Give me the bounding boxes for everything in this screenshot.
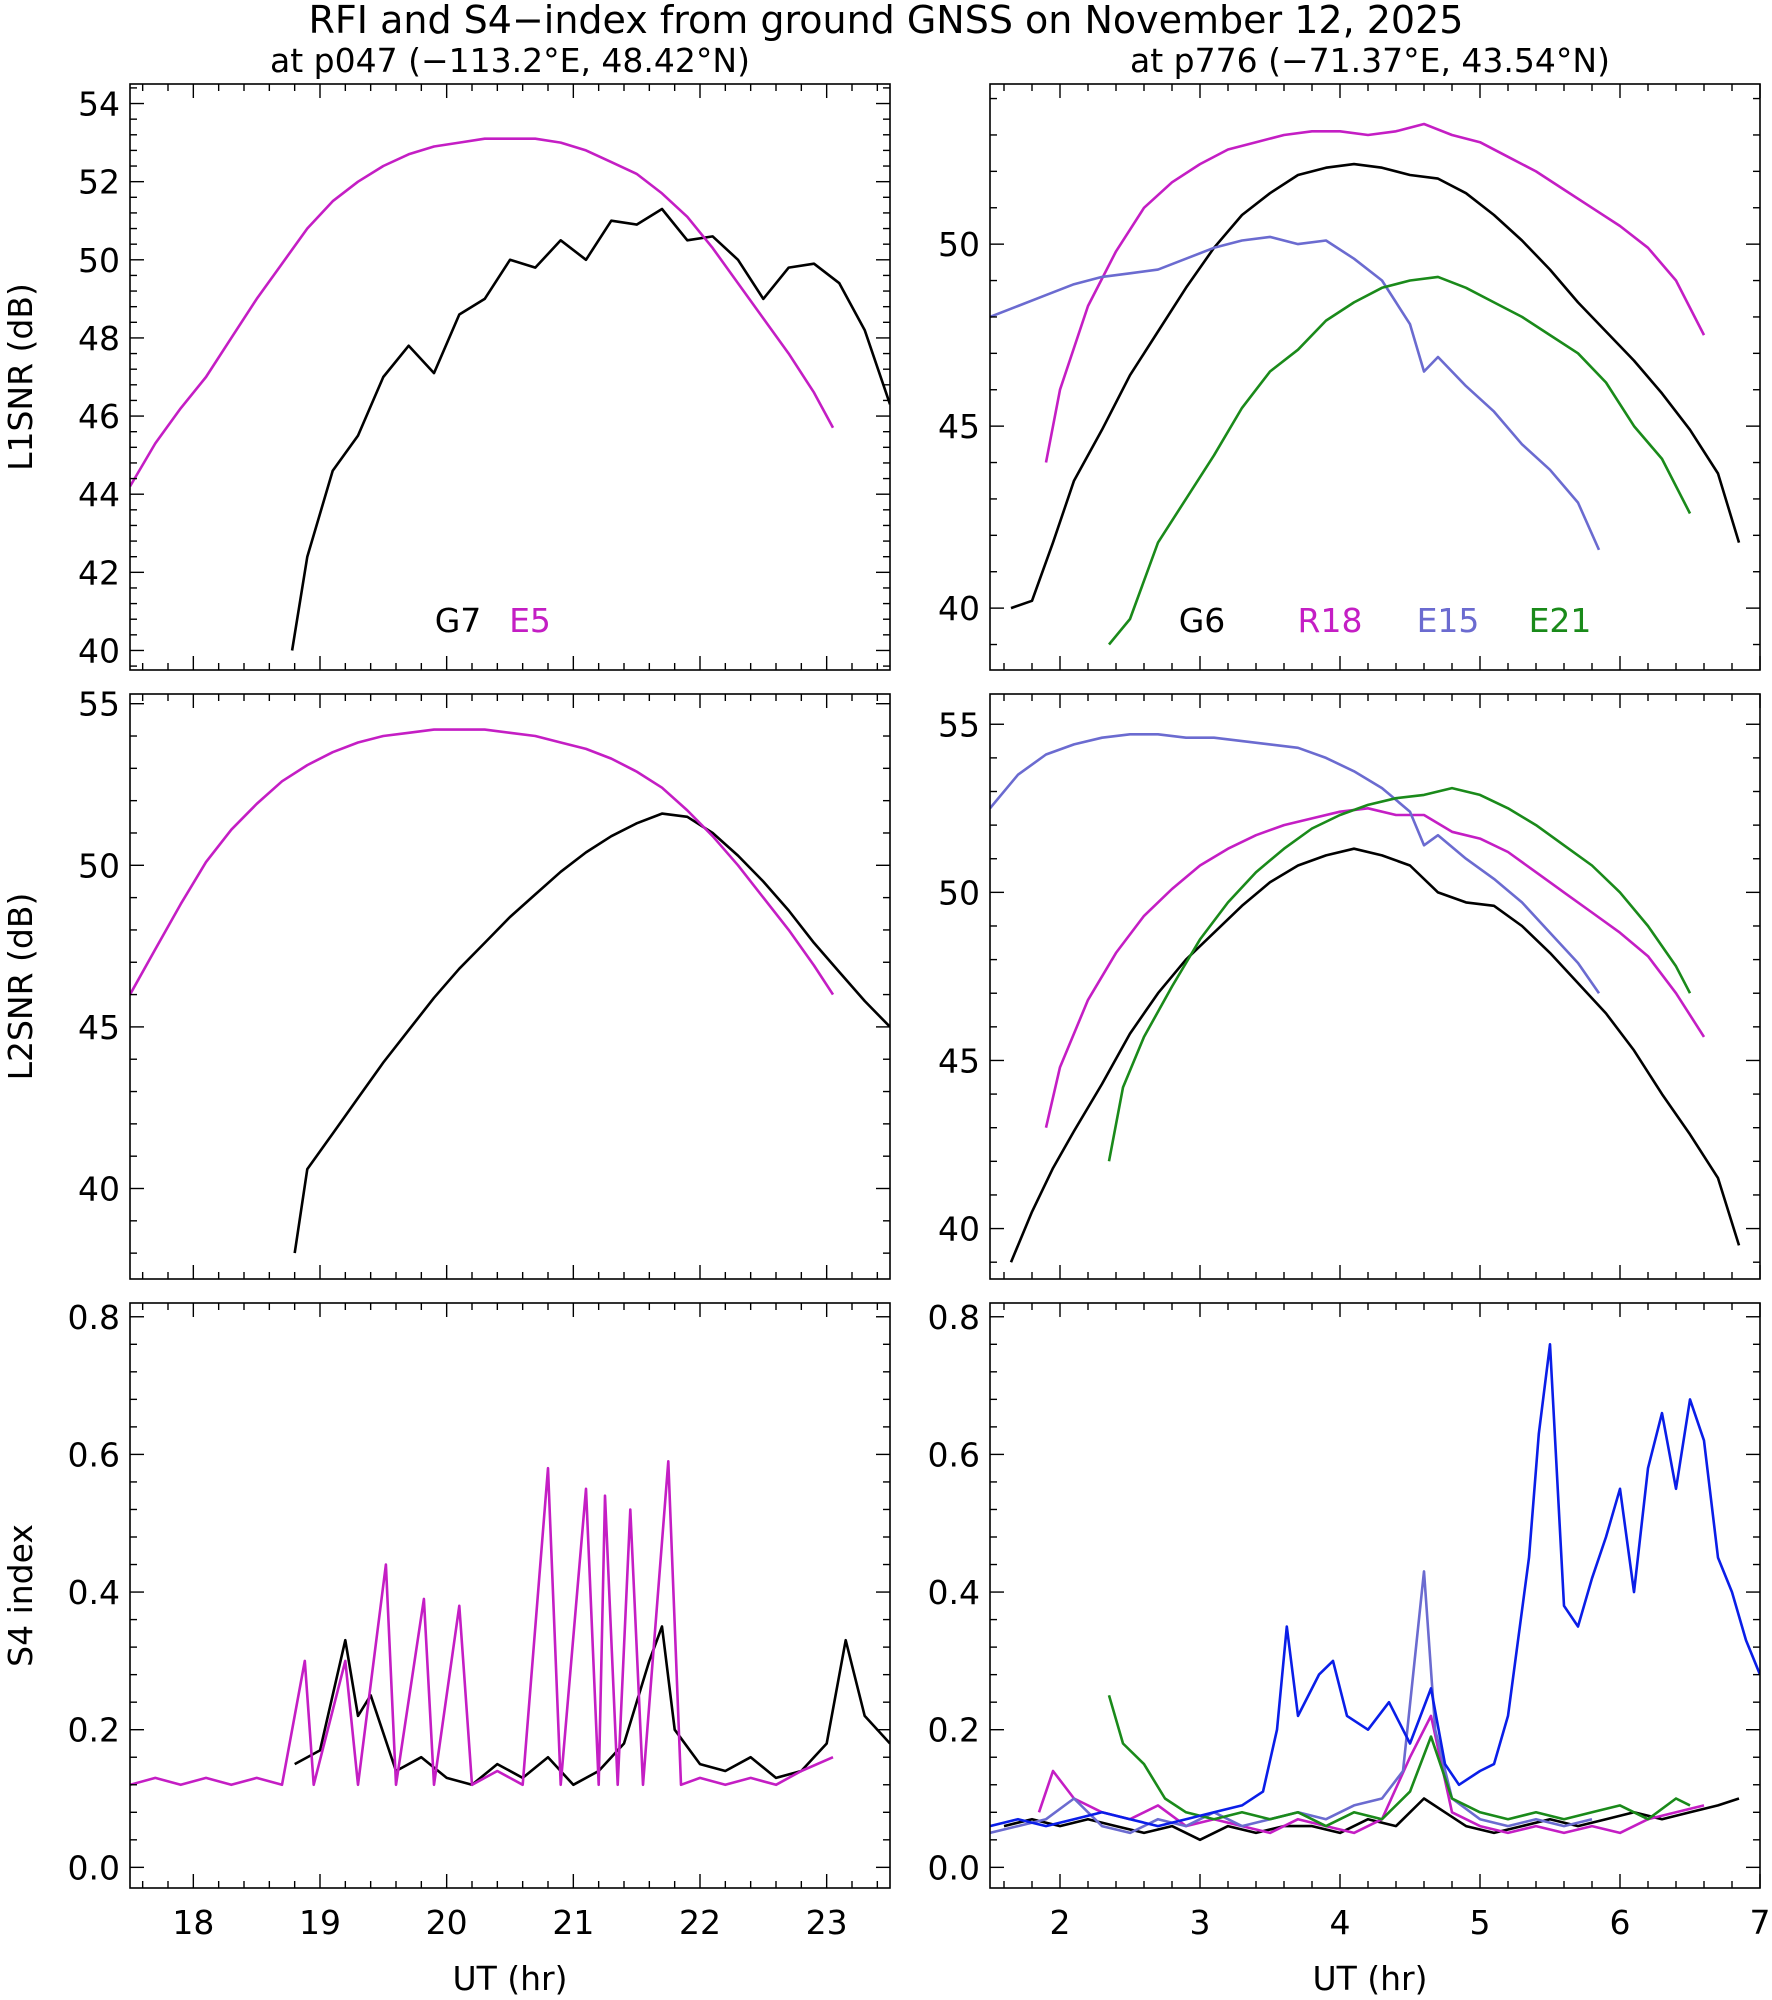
right-l2-series-r18-line bbox=[1044, 806, 1706, 1128]
left-x-axis-title: UT (hr) bbox=[452, 1959, 567, 1998]
right-l1-series-e21-line bbox=[1107, 275, 1692, 646]
right-l1-y-tick-label: 50 bbox=[938, 225, 980, 264]
left-l2-panel: 40 45 50 55 L2SNR (dB) bbox=[1, 685, 891, 1280]
left-s4-y-tick-label: 0.0 bbox=[68, 1848, 120, 1887]
right-s4-y-tick-label: 0.8 bbox=[928, 1298, 980, 1337]
left-l2-y-axis-title: L2SNR (dB) bbox=[1, 893, 40, 1081]
left-s4-x-tick-label: 23 bbox=[806, 1903, 848, 1942]
chart-title: RFI and S4−index from ground GNSS on Nov… bbox=[309, 0, 1464, 42]
left-l2-plot-frame bbox=[129, 693, 891, 1280]
left-l1-series-e5-line bbox=[130, 137, 835, 488]
left-s4-series-e5-line bbox=[130, 1460, 834, 1787]
right-s4-series-e21-line bbox=[1107, 1694, 1691, 1828]
left-s4-y-tick-label: 0.2 bbox=[68, 1711, 120, 1750]
left-l1-y-tick-label: 44 bbox=[78, 475, 120, 514]
right-l1-y-tick-label: 40 bbox=[938, 589, 980, 628]
left-l1-legend-g7: G7 bbox=[435, 601, 482, 640]
right-s4-panel: 2 3 4 5 6 7 0.0 0.2 0.4 0.6 0.8 bbox=[928, 1298, 1771, 1942]
left-s4-x-tick-label: 18 bbox=[172, 1903, 214, 1942]
left-s4-x-tick-label: 22 bbox=[679, 1903, 721, 1942]
right-l2-y-tick-label: 55 bbox=[938, 705, 980, 744]
left-subtitle: at p047 (−113.2°E, 48.42°N) bbox=[270, 41, 750, 80]
right-s4-series-unlabeled-line bbox=[990, 1343, 1760, 1828]
right-l1-legend-e21: E21 bbox=[1529, 601, 1592, 640]
right-l2-y-tick-label: 45 bbox=[938, 1041, 980, 1080]
right-subtitle: at p776 (−71.37°E, 43.54°N) bbox=[1130, 41, 1610, 80]
left-s4-y-tick-label: 0.6 bbox=[68, 1435, 120, 1474]
right-s4-x-tick-label: 5 bbox=[1470, 1903, 1491, 1942]
right-l1-plot-frame bbox=[989, 83, 1761, 671]
right-l1-series-e15-line bbox=[990, 235, 1601, 551]
right-s4-x-tick-label: 3 bbox=[1190, 1903, 1211, 1942]
right-l2-plot-frame bbox=[989, 693, 1761, 1280]
left-l1-panel: 40 42 44 46 48 50 52 54 L1SNR (dB) G7 E5 bbox=[1, 83, 891, 671]
left-l2-y-tick-label: 55 bbox=[78, 685, 120, 724]
left-l2-series-e5-line bbox=[130, 728, 835, 996]
right-s4-x-tick-label: 7 bbox=[1750, 1903, 1771, 1942]
right-l2-series-e15-line bbox=[990, 732, 1601, 994]
right-s4-x-tick-label: 2 bbox=[1050, 1903, 1071, 1942]
left-s4-panel: 18 19 20 21 22 23 0.0 0.2 0.4 0.6 0.8 S4 index bbox=[1, 1298, 891, 1942]
right-l1-series-g6-line bbox=[1010, 162, 1741, 610]
right-l1-legend-e15: E15 bbox=[1417, 601, 1480, 640]
right-s4-y-tick-label: 0.2 bbox=[928, 1711, 980, 1750]
left-s4-x-tick-label: 19 bbox=[299, 1903, 341, 1942]
left-s4-y-tick-label: 0.4 bbox=[68, 1573, 120, 1612]
right-l1-series-r18-line bbox=[1044, 122, 1706, 463]
left-l2-series-g7-line bbox=[293, 812, 890, 1254]
right-l1-y-tick-label: 45 bbox=[938, 407, 980, 446]
right-l2-panel: 40 45 50 55 bbox=[938, 693, 1761, 1280]
right-s4-y-tick-label: 0.0 bbox=[928, 1848, 980, 1887]
left-l2-y-tick-label: 50 bbox=[78, 846, 120, 885]
left-l1-series-g7-line bbox=[290, 207, 890, 651]
right-l2-series-e21-line bbox=[1107, 786, 1692, 1162]
left-l1-y-tick-label: 46 bbox=[78, 397, 120, 436]
right-s4-plot-frame bbox=[989, 1302, 1761, 1889]
left-l2-y-tick-label: 40 bbox=[78, 1170, 120, 1209]
right-s4-series-e15-line bbox=[990, 1570, 1593, 1835]
right-l1-legend-g6: G6 bbox=[1179, 601, 1226, 640]
left-s4-plot-frame bbox=[129, 1302, 891, 1889]
left-l1-y-tick-label: 50 bbox=[78, 241, 120, 280]
left-s4-x-tick-label: 20 bbox=[426, 1903, 468, 1942]
right-l1-legend-r18: R18 bbox=[1298, 601, 1363, 640]
left-s4-y-tick-label: 0.8 bbox=[68, 1298, 120, 1337]
left-l1-y-axis-title: L1SNR (dB) bbox=[1, 283, 40, 471]
right-s4-series-r18-line bbox=[1037, 1714, 1705, 1835]
right-s4-x-tick-label: 4 bbox=[1330, 1903, 1351, 1942]
left-l1-y-tick-label: 40 bbox=[78, 631, 120, 670]
left-l1-y-tick-label: 48 bbox=[78, 319, 120, 358]
right-l1-panel: 40 45 50 G6 R18 E15 E21 bbox=[938, 83, 1761, 671]
right-x-axis-title: UT (hr) bbox=[1312, 1959, 1427, 1998]
right-s4-x-tick-label: 6 bbox=[1610, 1903, 1631, 1942]
left-l1-plot-frame bbox=[129, 83, 891, 671]
right-s4-y-tick-label: 0.6 bbox=[928, 1435, 980, 1474]
right-l2-series-g6-line bbox=[1009, 847, 1741, 1263]
left-l2-y-tick-label: 45 bbox=[78, 1008, 120, 1047]
left-l1-y-tick-label: 54 bbox=[78, 85, 120, 124]
left-l1-y-tick-label: 42 bbox=[78, 553, 120, 592]
left-s4-x-tick-label: 21 bbox=[552, 1903, 594, 1942]
left-l1-legend-e5: E5 bbox=[509, 601, 551, 640]
right-s4-y-tick-label: 0.4 bbox=[928, 1573, 980, 1612]
left-l1-y-tick-label: 52 bbox=[78, 163, 120, 202]
right-l2-y-tick-label: 50 bbox=[938, 873, 980, 912]
right-l2-y-tick-label: 40 bbox=[938, 1210, 980, 1249]
left-s4-y-axis-title: S4 index bbox=[1, 1524, 40, 1667]
right-s4-series-g6-line bbox=[1003, 1797, 1740, 1842]
